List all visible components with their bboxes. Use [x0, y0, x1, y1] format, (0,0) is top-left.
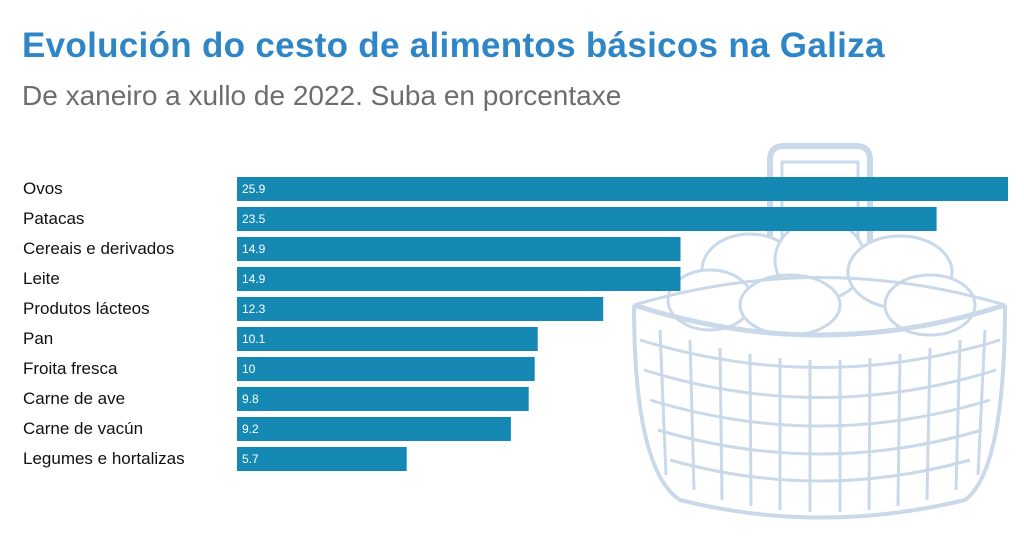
chart-subtitle: De xaneiro a xullo de 2022. Suba en porc…	[22, 80, 622, 111]
category-label: Leite	[23, 269, 60, 288]
bar	[237, 267, 681, 291]
value-label: 5.7	[242, 452, 259, 466]
bar	[237, 387, 529, 411]
bar	[237, 417, 511, 441]
value-label: 10.1	[242, 332, 266, 346]
value-label: 23.5	[242, 212, 266, 226]
category-label: Legumes e hortalizas	[23, 449, 185, 468]
category-label: Ovos	[23, 179, 63, 198]
bar	[237, 357, 535, 381]
value-label: 9.2	[242, 422, 259, 436]
category-label: Carne de vacún	[23, 419, 143, 438]
value-label: 25.9	[242, 182, 266, 196]
value-label: 9.8	[242, 392, 259, 406]
bar	[237, 207, 937, 231]
chart-title: Evolución do cesto de alimentos básicos …	[22, 26, 885, 65]
value-label: 14.9	[242, 272, 266, 286]
value-label: 12.3	[242, 302, 266, 316]
basket-illustration	[632, 143, 1007, 520]
category-label: Pan	[23, 329, 53, 348]
bar	[237, 237, 681, 261]
category-label: Produtos lácteos	[23, 299, 150, 318]
bar	[237, 327, 538, 351]
bar-group: Ovos 25.9 Patacas 23.5 Cereais e derivados 14…	[23, 177, 1008, 471]
bar	[237, 297, 604, 321]
value-label: 14.9	[242, 242, 266, 256]
category-label: Froita fresca	[23, 359, 118, 378]
category-label: Carne de ave	[23, 389, 125, 408]
bar	[237, 447, 407, 471]
category-label: Cereais e derivados	[23, 239, 174, 258]
bar	[237, 177, 1008, 201]
value-label: 10	[242, 362, 256, 376]
category-label: Patacas	[23, 209, 84, 228]
